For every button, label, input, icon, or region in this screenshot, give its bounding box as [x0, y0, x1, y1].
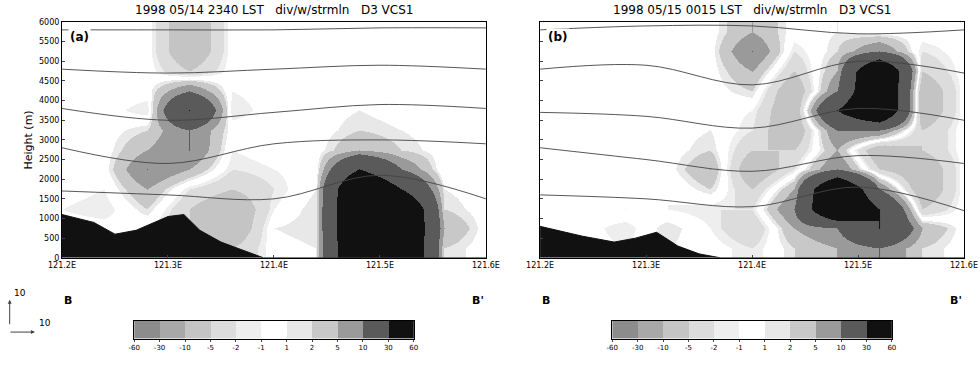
svg-text:5: 5: [335, 344, 339, 352]
svg-text:3500: 3500: [39, 116, 59, 125]
svg-text:Height (m): Height (m): [22, 110, 35, 169]
svg-text:2: 2: [788, 344, 792, 352]
svg-text:2: 2: [310, 344, 314, 352]
svg-text:1: 1: [284, 344, 288, 352]
svg-text:-10: -10: [179, 344, 190, 352]
svg-text:0: 0: [54, 254, 59, 263]
svg-text:1: 1: [763, 344, 767, 352]
svg-text:60: 60: [887, 344, 896, 352]
svg-text:1998 05/15 0015 LST div/w/st: 1998 05/15 0015 LST div/w/strmln D3 VCS1: [613, 3, 891, 17]
svg-text:121.4E: 121.4E: [260, 261, 288, 270]
svg-text:-60: -60: [607, 344, 618, 352]
svg-text:(b): (b): [548, 30, 568, 44]
svg-text:-5: -5: [207, 344, 214, 352]
svg-text:30: 30: [862, 344, 871, 352]
svg-text:121.6E: 121.6E: [950, 261, 978, 270]
svg-text:B': B': [950, 294, 962, 307]
svg-text:B: B: [64, 294, 72, 307]
svg-text:2000: 2000: [39, 175, 59, 184]
svg-text:10: 10: [358, 344, 367, 352]
svg-text:121.2E: 121.2E: [526, 261, 554, 270]
svg-text:500: 500: [44, 234, 59, 243]
svg-text:121.5E: 121.5E: [366, 261, 394, 270]
svg-text:-10: -10: [657, 344, 668, 352]
svg-text:121.2E: 121.2E: [48, 261, 76, 270]
svg-text:1000: 1000: [39, 214, 59, 223]
svg-text:121.6E: 121.6E: [472, 261, 500, 270]
svg-text:5000: 5000: [39, 57, 59, 66]
svg-text:-30: -30: [632, 344, 643, 352]
svg-text:60: 60: [409, 344, 418, 352]
svg-text:5: 5: [813, 344, 817, 352]
svg-text:-1: -1: [736, 344, 743, 352]
svg-text:-5: -5: [685, 344, 692, 352]
svg-text:-1: -1: [258, 344, 265, 352]
svg-text:121.4E: 121.4E: [738, 261, 766, 270]
svg-text:5500: 5500: [39, 37, 59, 46]
svg-text:3000: 3000: [39, 136, 59, 145]
svg-text:1500: 1500: [39, 195, 59, 204]
svg-text:121.5E: 121.5E: [844, 261, 872, 270]
svg-text:B: B: [542, 294, 550, 307]
svg-text:(a): (a): [70, 30, 89, 44]
svg-text:30: 30: [384, 344, 393, 352]
svg-text:B': B': [472, 294, 484, 307]
svg-text:4000: 4000: [39, 96, 59, 105]
svg-text:121.3E: 121.3E: [154, 261, 182, 270]
svg-text:10: 10: [39, 318, 51, 328]
svg-text:-2: -2: [710, 344, 717, 352]
svg-text:6000: 6000: [39, 18, 59, 27]
svg-text:-2: -2: [232, 344, 239, 352]
svg-text:2500: 2500: [39, 155, 59, 164]
svg-text:10: 10: [14, 288, 26, 298]
svg-text:10: 10: [837, 344, 846, 352]
svg-text:121.3E: 121.3E: [632, 261, 660, 270]
svg-text:4500: 4500: [39, 77, 59, 86]
svg-text:1998 05/14 2340 LST div/w/st: 1998 05/14 2340 LST div/w/strmln D3 VCS1: [135, 3, 413, 17]
svg-text:-30: -30: [154, 344, 165, 352]
svg-text:-60: -60: [128, 344, 139, 352]
